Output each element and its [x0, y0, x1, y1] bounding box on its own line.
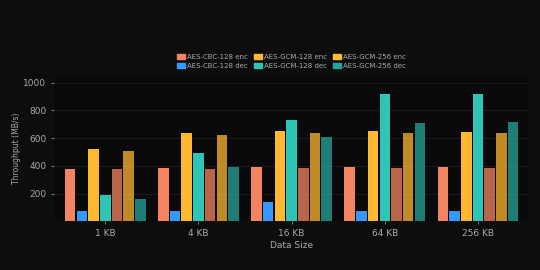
Bar — [484, 168, 495, 221]
Bar — [298, 168, 308, 221]
Bar — [217, 135, 227, 221]
Bar — [437, 167, 448, 221]
Bar — [310, 133, 320, 221]
Bar — [403, 133, 414, 221]
Bar — [345, 167, 355, 221]
Bar — [321, 137, 332, 221]
Bar — [415, 123, 425, 221]
Bar — [228, 167, 239, 221]
Bar — [77, 211, 87, 221]
Bar — [508, 122, 518, 221]
Legend: AES-CBC-128 enc, AES-CBC-128 dec, AES-GCM-128 enc, AES-GCM-128 dec, AES-GCM-256 : AES-CBC-128 enc, AES-CBC-128 dec, AES-GC… — [177, 54, 406, 69]
Bar — [193, 153, 204, 221]
Bar — [65, 169, 76, 221]
Bar — [263, 202, 273, 221]
Bar — [286, 120, 297, 221]
Bar — [380, 94, 390, 221]
Bar — [251, 167, 262, 221]
Bar — [449, 211, 460, 221]
Bar — [100, 195, 111, 221]
Bar — [391, 168, 402, 221]
Bar — [368, 131, 379, 221]
Bar — [496, 133, 507, 221]
Y-axis label: Throughput (MB/s): Throughput (MB/s) — [11, 113, 21, 184]
Bar — [88, 149, 99, 221]
Bar — [124, 151, 134, 221]
Bar — [472, 94, 483, 221]
Bar — [181, 133, 192, 221]
Bar — [158, 168, 168, 221]
Bar — [135, 199, 146, 221]
Bar — [275, 131, 285, 221]
Bar — [112, 169, 122, 221]
Bar — [461, 132, 471, 221]
Bar — [356, 211, 367, 221]
Bar — [170, 211, 180, 221]
X-axis label: Data Size: Data Size — [270, 241, 313, 250]
Bar — [205, 169, 215, 221]
